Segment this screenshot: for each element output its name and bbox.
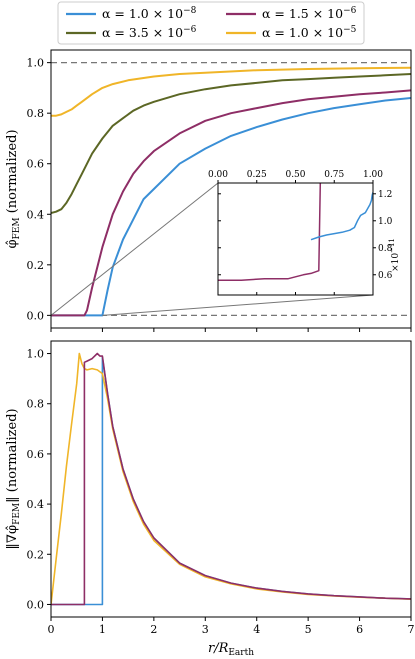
bottom-panel-frame: [50, 340, 412, 618]
bottom-x-tick-label: 6: [356, 623, 363, 636]
bottom-y-tick-label: 0.0: [27, 598, 45, 611]
legend-label-purple: α = 1.5 × 10−6: [262, 6, 357, 21]
bottom-y-tick-label: 0.6: [27, 448, 45, 461]
bottom-x-tick-label: 2: [150, 623, 157, 636]
bottom-y-tick-label: 0.8: [27, 398, 45, 411]
bottom-y-axis-label: ‖∇φ̂FEM‖ (normalized): [5, 408, 22, 549]
bottom-y-tick-label: 0.2: [27, 548, 45, 561]
bottom-series-gold: [51, 352, 411, 605]
top-series-olive: [51, 73, 411, 214]
inset-series-purple: [218, 183, 322, 281]
bottom-x-tick-label: 1: [99, 623, 106, 636]
bottom-x-tick-label: 3: [202, 623, 209, 636]
inset-y-tick-label: 1.0: [378, 217, 393, 227]
bottom-series-purple: [51, 352, 411, 606]
x-axis-label: r/REarth: [208, 641, 254, 658]
top-y-axis-label: φ̂FEM (normalized): [5, 129, 22, 248]
legend-label-olive: α = 3.5 × 10−6: [102, 25, 197, 40]
top-y-tick-label: 0.8: [27, 107, 45, 120]
legend: α = 1.0 × 10−8 α = 1.5 × 10−6 α = 3.5 × 10…: [57, 1, 365, 45]
top-panel-frame: [50, 49, 412, 329]
top-series-blue: [51, 97, 411, 317]
top-y-tick-label: 1.0: [27, 57, 45, 70]
bottom-panel: 0.0 0.2 0.4 0.6 0.8 1.0 0 1 2 3 4 5 6 7 ‖∇φ̂FEM‖ (nor…: [5, 340, 415, 658]
bottom-series-blue: [51, 356, 411, 606]
top-panel: 0.0 0.2 0.4 0.6 0.8 1.0 φ̂FEM (normalized): [5, 49, 412, 332]
inset-multiplier: ×10−11: [388, 238, 401, 272]
inset-x-tick-label: 0.50: [285, 170, 305, 180]
inset-background: [218, 183, 373, 295]
bottom-x-tick-label: 7: [408, 623, 415, 636]
top-y-tick-label: 0.2: [27, 259, 45, 272]
inset-x-tick-label: 0.25: [247, 170, 267, 180]
bottom-y-tick-label: 0.4: [27, 498, 45, 511]
bottom-x-tick-label: 5: [305, 623, 312, 636]
inset-y-tick-label: 0.8: [378, 244, 393, 254]
inset-x-tick-label: 0.75: [324, 170, 344, 180]
top-y-tick-label: 0.4: [27, 208, 45, 221]
inset-x-tick-label: 1.00: [363, 170, 383, 180]
bottom-x-tick-label: 0: [48, 623, 55, 636]
bottom-y-tick-label: 1.0: [27, 348, 45, 361]
inset-panel: 0.00 0.25 0.50 0.75 1.00 0.6 0.8 1.0 1.2 ×10−11: [208, 170, 401, 296]
top-y-tick-label: 0.0: [27, 309, 45, 322]
inset-y-tick-label: 1.2: [378, 190, 392, 200]
inset-y-tick-label: 0.6: [378, 271, 393, 281]
zoom-connector-line: [51, 182, 219, 316]
top-series-gold: [51, 66, 411, 117]
legend-frame: [57, 1, 365, 45]
inset-series-blue: [310, 192, 373, 241]
legend-label-blue: α = 1.0 × 10−8: [102, 6, 197, 21]
zoom-connector-line: [102, 294, 374, 316]
top-y-tick-label: 0.6: [27, 158, 45, 171]
inset-x-tick-label: 0.00: [208, 170, 228, 180]
legend-label-gold: α = 1.0 × 10−5: [262, 25, 357, 40]
bottom-x-tick-label: 4: [253, 623, 260, 636]
